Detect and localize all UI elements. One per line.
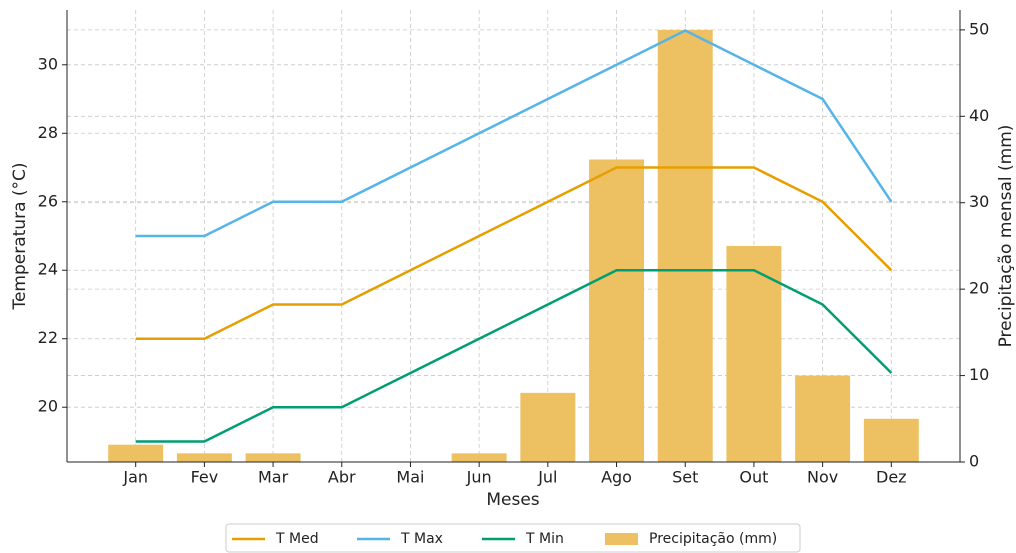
- x-tick-label: Mar: [258, 468, 289, 487]
- bar: [520, 392, 576, 462]
- x-tick-label: Fev: [191, 468, 219, 487]
- x-tick-label: Nov: [807, 468, 838, 487]
- y-tick-label: 24: [38, 260, 58, 279]
- y2-tick-label: 40: [969, 106, 989, 125]
- bar: [108, 444, 164, 462]
- bar: [657, 29, 713, 463]
- bar: [863, 418, 919, 462]
- bar: [176, 453, 232, 462]
- bar: [589, 159, 645, 462]
- x-tick-label: Jul: [537, 468, 557, 487]
- y-tick-label: 28: [38, 123, 58, 142]
- x-tick-label: Abr: [328, 468, 356, 487]
- y-tick-label: 20: [38, 397, 58, 416]
- y2-tick-label: 30: [969, 192, 989, 211]
- y2-tick-label: 10: [969, 365, 989, 384]
- bar: [726, 245, 782, 462]
- legend-label: T Max: [400, 531, 443, 547]
- x-axis-label: Meses: [486, 490, 539, 510]
- y-axis-label: Temperatura (°C): [10, 162, 30, 310]
- line: [135, 29, 893, 238]
- y2-axis-label: Precipitação mensal (mm): [996, 125, 1016, 348]
- line: [135, 268, 893, 443]
- bar: [451, 453, 507, 462]
- x-tick-label: Ago: [601, 468, 632, 487]
- line: [135, 166, 893, 340]
- y-tick-label: 30: [38, 54, 58, 73]
- bar: [795, 375, 851, 462]
- x-tick-label: Jan: [122, 468, 148, 487]
- y2-tick-label: 50: [969, 19, 989, 38]
- y2-tick-label: 20: [969, 279, 989, 298]
- x-tick-label: Out: [739, 468, 768, 487]
- y-tick-label: 26: [38, 191, 58, 210]
- x-tick-label: Jun: [466, 468, 492, 487]
- legend-label: Precipitação (mm): [649, 531, 777, 547]
- legend-label: T Min: [525, 531, 564, 547]
- y2-tick-label: 0: [969, 452, 979, 471]
- x-tick-label: Mai: [396, 468, 424, 487]
- bar: [245, 453, 301, 462]
- x-tick-label: Dez: [876, 468, 907, 487]
- legend-swatch: [605, 533, 638, 545]
- y-tick-label: 22: [38, 328, 58, 347]
- x-tick-label: Set: [672, 468, 698, 487]
- legend-label: T Med: [275, 531, 319, 547]
